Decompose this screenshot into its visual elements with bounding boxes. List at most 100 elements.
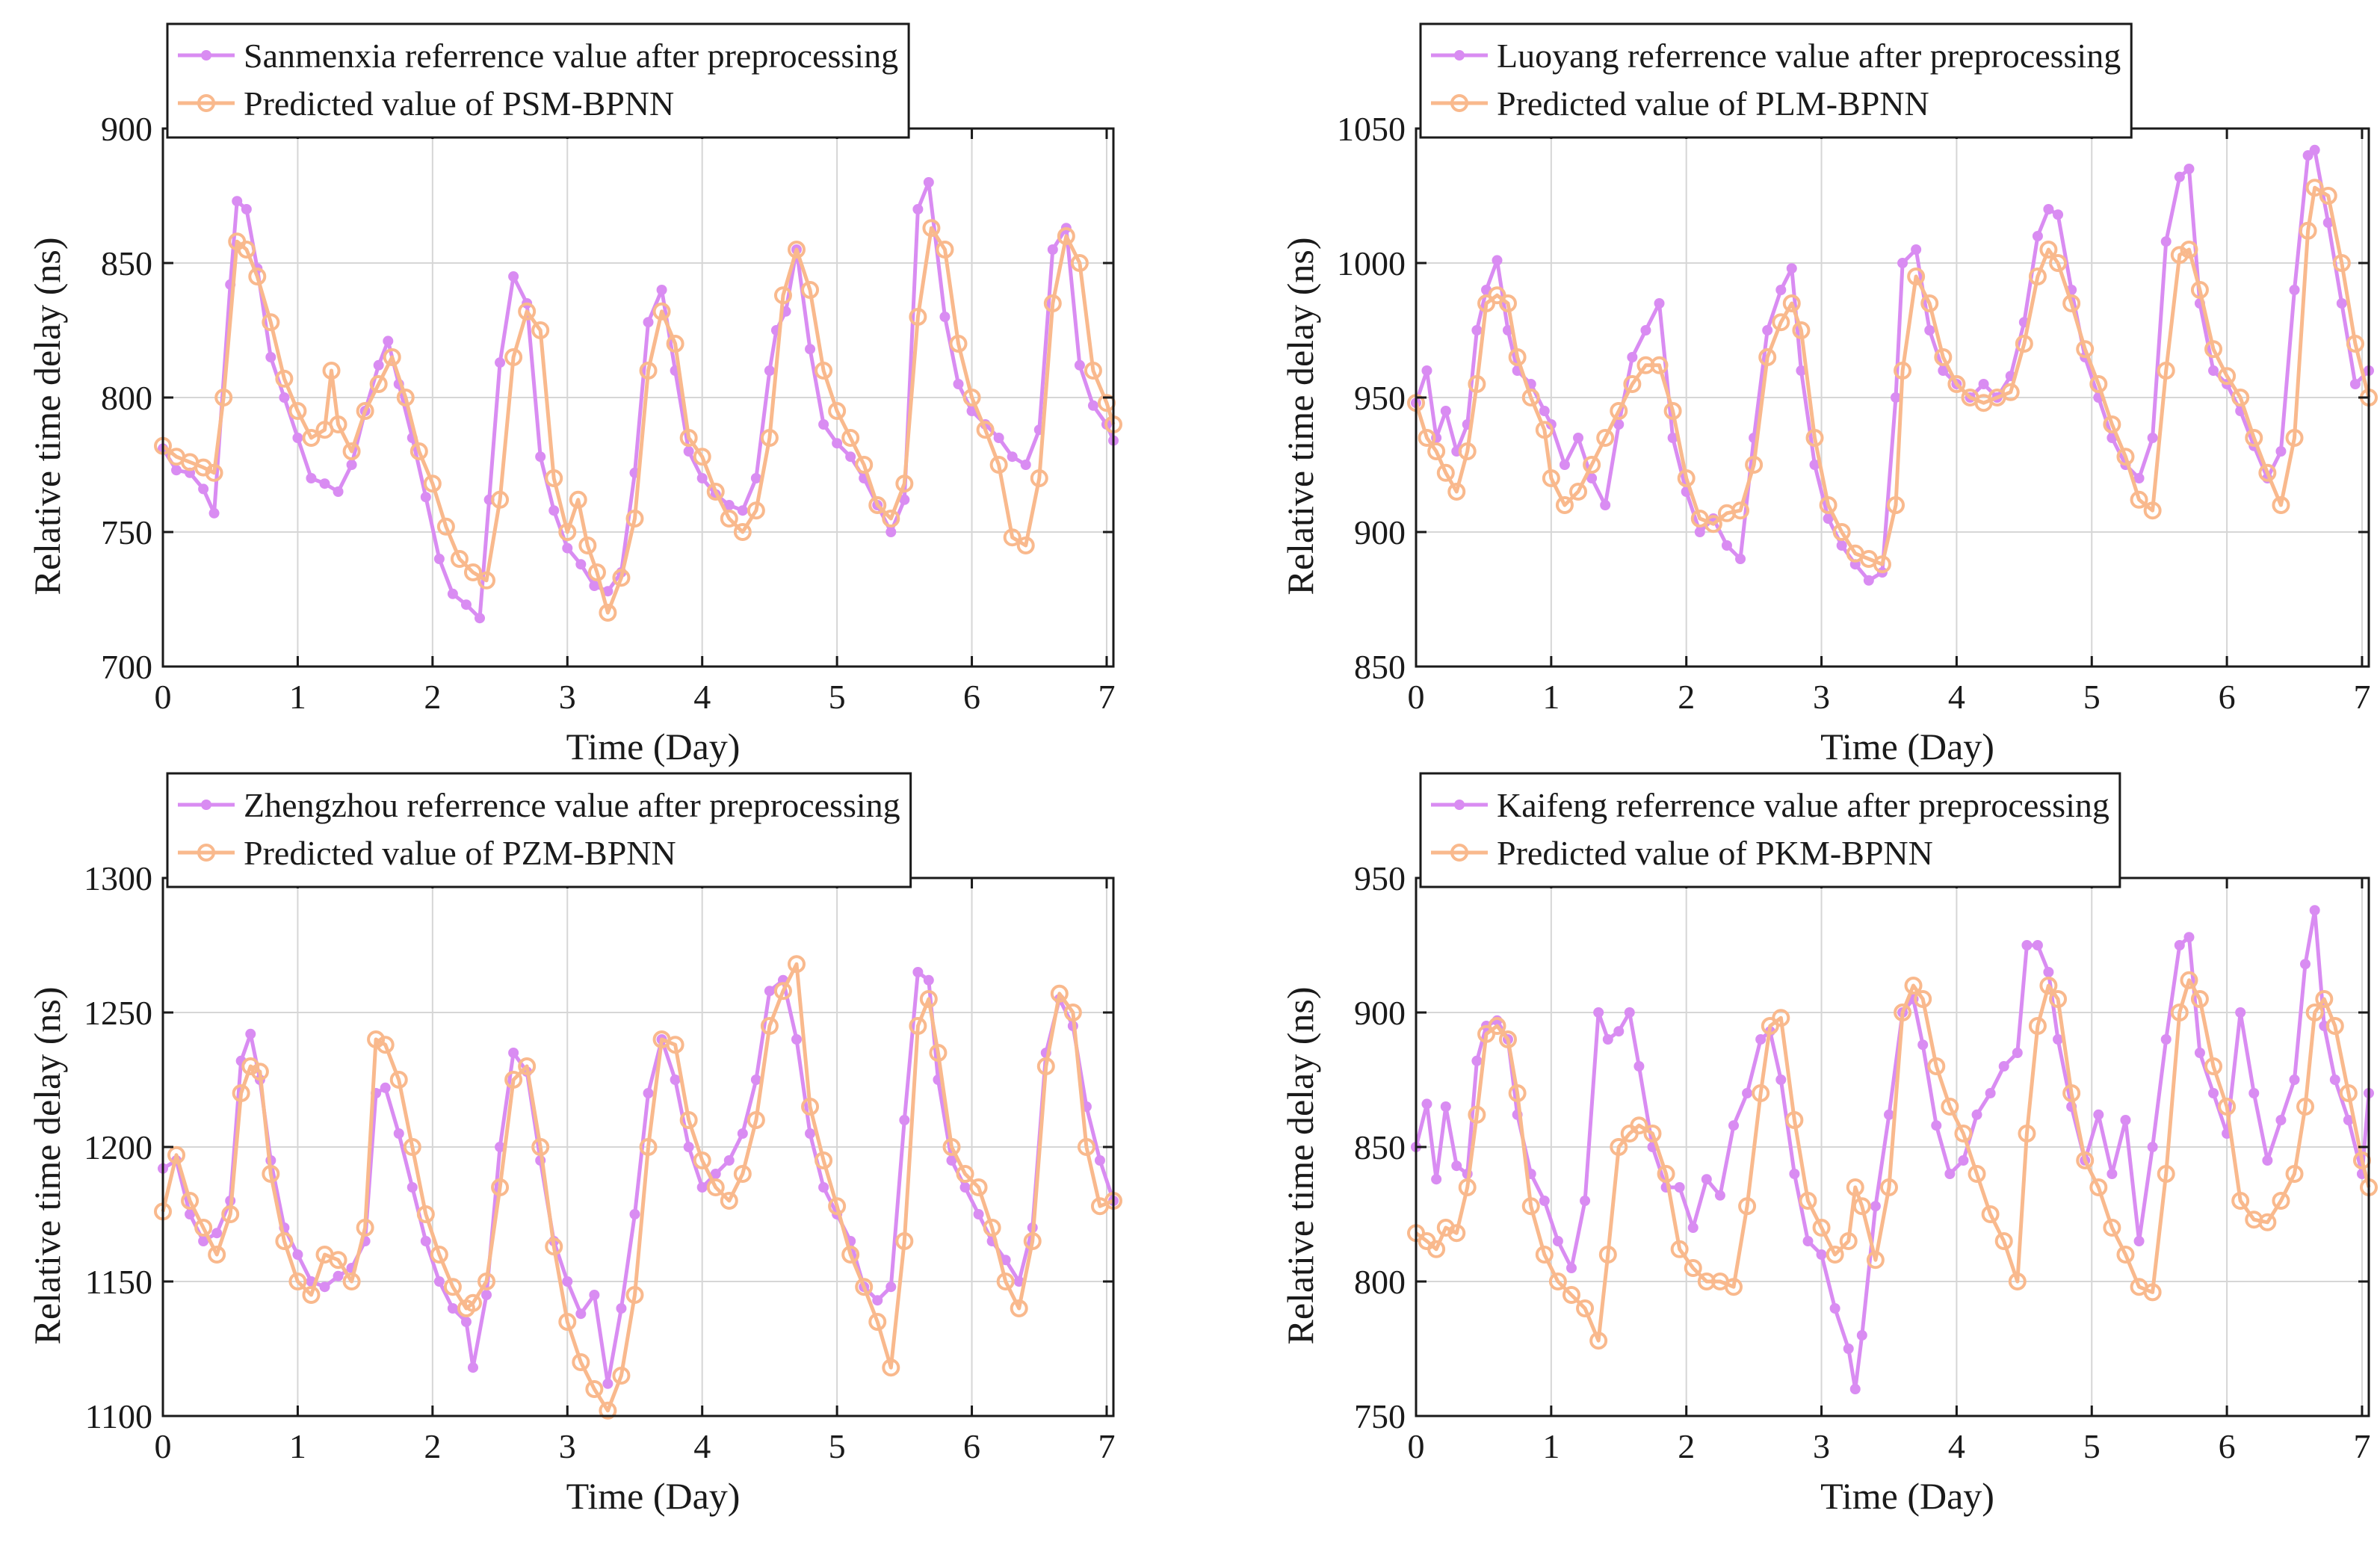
data-point-reference [1883,1109,1894,1120]
data-point-reference [723,500,735,510]
data-point-reference [562,542,573,554]
data-point-predicted [733,523,752,541]
data-point-reference [2053,1034,2064,1045]
data-point-reference [1816,1249,1827,1260]
data-point-predicted [909,308,927,326]
data-point-predicted [841,429,860,447]
data-point-predicted [1752,1084,1770,1102]
data-point-predicted [403,1138,421,1156]
data-point-reference [643,317,654,328]
data-point-reference [1047,244,1058,255]
data-point-predicted [262,313,280,332]
data-point-predicted [929,1044,948,1062]
data-point-predicted [1521,1197,1540,1216]
data-point-reference [616,1303,627,1314]
series-line-predicted [1415,978,2371,1343]
data-point-reference [373,359,384,371]
series-line-reference [161,180,1116,620]
data-point-predicted [1043,294,1062,312]
data-point-predicted [531,1138,550,1156]
data-point-predicted [720,1192,738,1210]
data-point-predicted [1070,254,1089,272]
data-point-predicted [518,1057,537,1075]
data-point-predicted [2039,241,2058,259]
data-point-reference [383,336,394,347]
data-point-reference [1013,1276,1024,1287]
x-tick-label: 6 [963,1427,980,1465]
data-point-predicted [2180,241,2198,259]
data-point-predicted [463,563,482,581]
data-point-predicted [1792,321,1811,339]
data-point-reference [1775,285,1787,295]
data-point-predicted [1418,429,1436,447]
data-point-predicted [882,1358,900,1377]
data-point-reference [939,312,951,322]
data-point-predicted [1805,429,1824,447]
data-point-reference [670,1075,681,1085]
data-point-predicted [578,537,597,554]
data-point-reference [2235,1007,2246,1018]
data-point-predicted [706,483,725,501]
x-tick-label: 0 [1408,1427,1425,1465]
legend-entry-label: Sanmenxia referrence value after preproc… [244,37,898,75]
legend-swatch-marker [1450,844,1468,862]
data-point-predicted [2116,448,2135,466]
data-point-predicted [788,241,806,259]
data-point-predicted [214,389,233,406]
data-point-predicted [2015,335,2033,353]
data-point-reference [1640,325,1651,336]
data-point-reference [2053,209,2064,220]
data-point-predicted [2018,1125,2036,1143]
data-point-predicted [518,302,537,321]
legend: Kaifeng referrence value after preproces… [1419,772,2121,888]
data-point-reference [2174,171,2185,182]
data-point-predicted [181,1192,200,1210]
data-point-reference [643,1088,654,1098]
data-point-predicted [2190,281,2209,299]
data-point-predicted [942,1138,961,1156]
data-point-reference [1985,1088,1996,1098]
data-point-reference [1087,400,1098,411]
data-point-reference [2147,433,2158,443]
x-axis-label: Time (Day) [566,726,741,767]
data-point-predicted [1657,1165,1675,1183]
data-point-reference [232,196,243,207]
data-point-reference [1998,1061,2009,1072]
data-point-predicted [569,490,587,509]
data-point-predicted [895,1232,914,1250]
data-point-predicted [625,1286,644,1304]
data-point-reference [750,473,761,483]
data-point-predicted [855,1278,874,1296]
data-point-predicted [389,1071,408,1089]
data-point-reference [683,446,694,457]
data-point-reference [2329,1075,2340,1085]
data-point-reference [2107,1169,2118,1179]
data-point-predicted [1904,977,1923,995]
data-point-predicted [2076,340,2095,359]
data-point-predicted [2332,254,2351,272]
y-tick-label: 1250 [84,994,152,1032]
data-point-reference [1735,554,1746,564]
data-point-predicted [1084,362,1102,380]
series-line-predicted [1414,185,2371,566]
x-tick-label: 6 [2219,1427,2236,1465]
data-point-reference [1633,1061,1645,1072]
data-point-predicted [1436,463,1455,482]
data-point-reference [333,1270,344,1281]
data-point-reference [1431,1174,1442,1185]
data-point-predicted [1954,1125,1973,1143]
data-point-reference [1762,325,1773,336]
data-point-predicted [491,1178,510,1196]
data-point-predicted [1684,1259,1702,1277]
legend: Luoyang referrence value after preproces… [1419,22,2133,139]
data-point-predicted [868,496,887,514]
data-point-predicted [1548,1273,1567,1290]
data-point-predicted [2062,294,2081,312]
data-point-predicted [2170,246,2189,265]
data-point-predicted [1887,496,1905,514]
data-point-reference [791,1034,802,1045]
x-axis-label: Time (Day) [1820,726,1994,767]
data-point-reference [1917,1039,1929,1051]
data-point-reference [2160,236,2172,247]
data-point-predicted [1832,523,1851,541]
